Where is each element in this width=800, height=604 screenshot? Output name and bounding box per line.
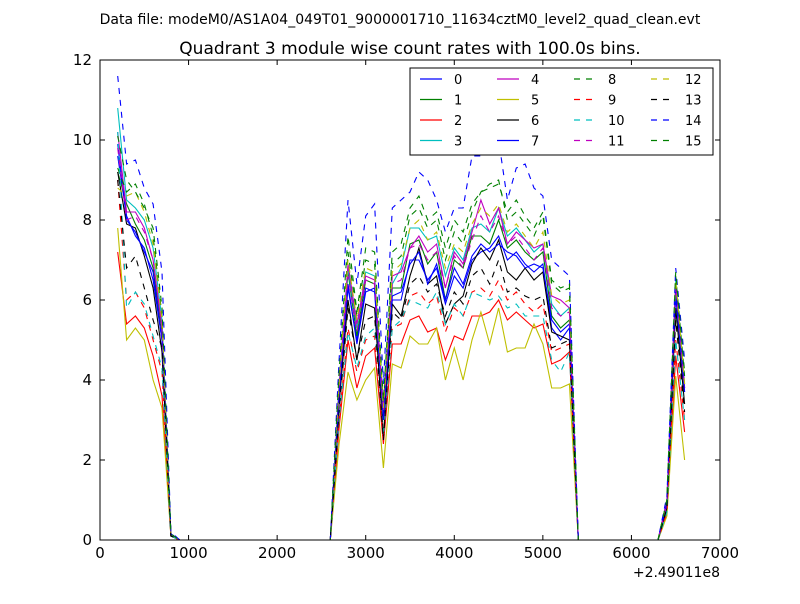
x-tick-label: 5000 [524,544,562,562]
x-tick-label: 3000 [347,544,385,562]
x-tick-label: 4000 [435,544,473,562]
legend-label-2: 2 [454,114,462,129]
series-line-9 [117,179,686,540]
legend-label-12: 12 [685,73,702,88]
series-line-8 [117,167,686,540]
legend-label-8: 8 [608,73,616,88]
y-tick-label: 10 [73,131,92,149]
series-group [117,75,686,540]
series-line-0 [117,155,686,540]
series-line-5 [117,227,686,540]
legend-label-6: 6 [531,114,539,129]
legend-label-3: 3 [454,135,462,150]
legend-label-4: 4 [531,73,539,88]
series-line-1 [117,171,686,540]
legend-label-15: 15 [685,135,702,150]
series-line-6 [117,171,686,540]
x-tick-label: 2000 [258,544,296,562]
legend-label-13: 13 [685,94,702,109]
plot-area: 0 1000 2000 3000 4000 5000 6000 700002468101201… [73,51,739,562]
x-tick-label: 7000 [701,544,739,562]
data-file-suptitle: Data file: modeM0/AS1A04_049T01_90000017… [100,12,701,28]
series-line-12 [117,187,686,540]
series-line-14 [117,75,686,540]
y-tick-label: 6 [82,291,92,309]
series-line-3 [117,107,686,540]
y-tick-label: 8 [82,211,92,229]
chart-title: Quadrant 3 module wise count rates with … [179,39,640,59]
legend-label-10: 10 [608,114,625,129]
series-line-4 [117,131,686,540]
series-line-2 [117,251,686,540]
legend-label-7: 7 [531,135,539,150]
y-tick-label: 12 [73,51,92,69]
legend-label-0: 0 [454,73,462,88]
legend-label-11: 11 [608,135,625,150]
legend-label-5: 5 [531,94,539,109]
series-line-7 [117,143,686,540]
x-tick-label: 0 [95,544,105,562]
legend-label-14: 14 [685,114,702,129]
x-axis-offset-label: +2.49011e8 [633,565,720,581]
legend-label-1: 1 [454,94,462,109]
legend-label-9: 9 [608,94,616,109]
x-tick-label: 6000 [612,544,650,562]
y-tick-label: 4 [82,371,92,389]
x-tick-label: 1000 [169,544,207,562]
series-line-11 [117,147,686,540]
y-tick-label: 2 [82,451,92,469]
legend-box [409,67,714,156]
y-tick-label: 0 [82,531,92,549]
